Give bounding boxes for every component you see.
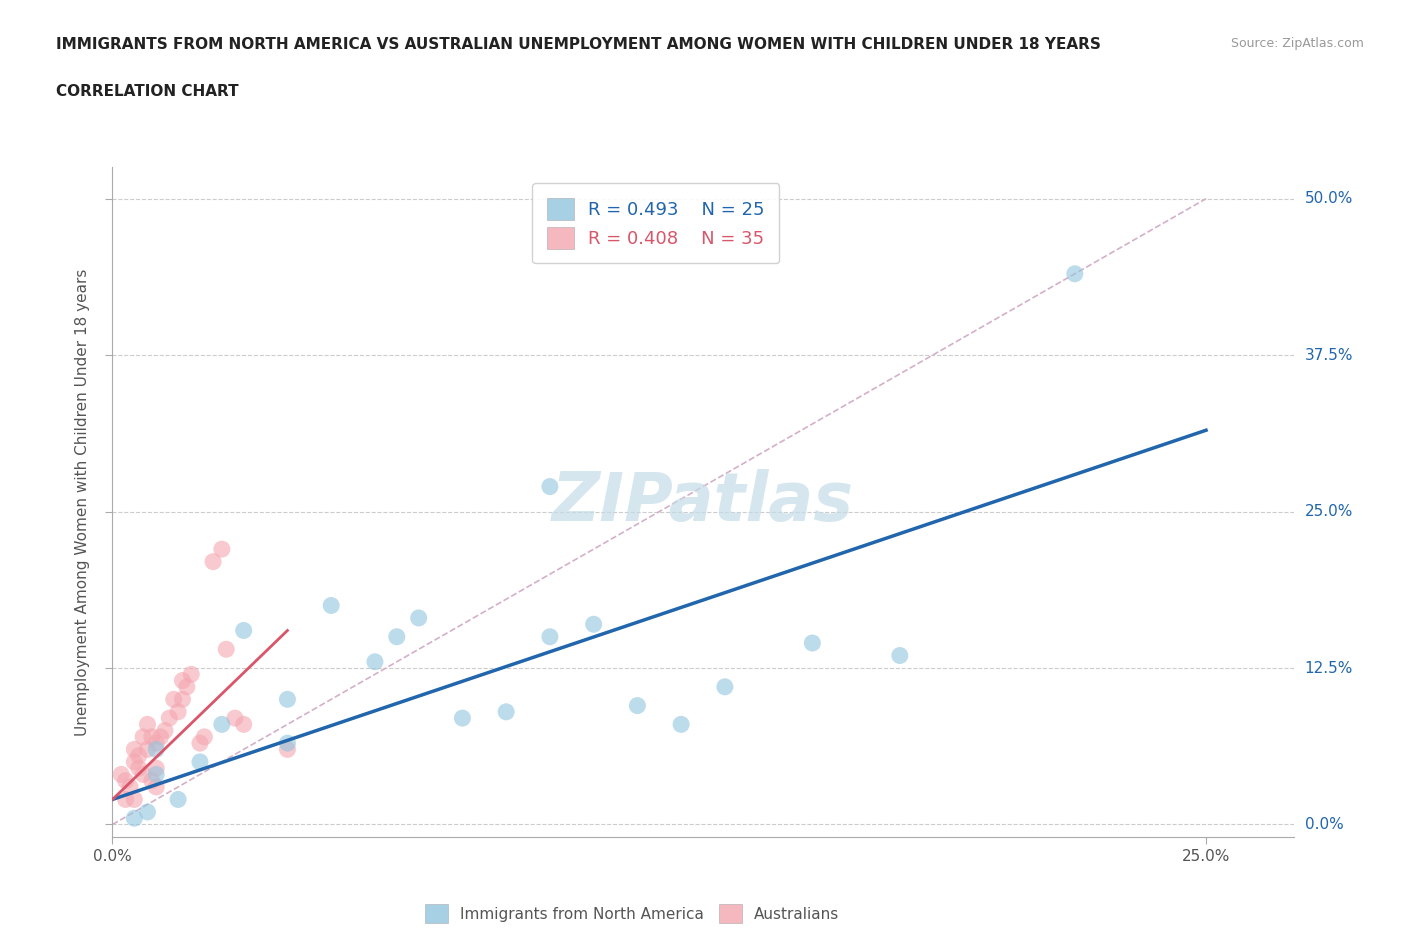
Point: [202, 554, 225, 569]
Point: [124, 742, 146, 757]
Point: [211, 717, 233, 732]
Point: [124, 792, 146, 807]
Point: [669, 717, 692, 732]
Point: [132, 767, 155, 782]
Point: [136, 804, 159, 819]
Point: [451, 711, 474, 725]
Point: [132, 729, 155, 744]
Point: [153, 724, 176, 738]
Point: [114, 773, 136, 788]
Point: [215, 642, 238, 657]
Point: [163, 692, 186, 707]
Text: 50.0%: 50.0%: [1305, 192, 1353, 206]
Point: [141, 729, 163, 744]
Point: [145, 779, 167, 794]
Point: [582, 617, 605, 631]
Point: [364, 655, 387, 670]
Point: [172, 692, 194, 707]
Text: 25.0%: 25.0%: [1305, 504, 1353, 519]
Point: [167, 704, 190, 719]
Point: [128, 761, 150, 776]
Point: [136, 717, 159, 732]
Text: IMMIGRANTS FROM NORTH AMERICA VS AUSTRALIAN UNEMPLOYMENT AMONG WOMEN WITH CHILDR: IMMIGRANTS FROM NORTH AMERICA VS AUSTRAL…: [56, 37, 1101, 52]
Point: [193, 729, 215, 744]
Point: [114, 792, 136, 807]
Point: [124, 754, 146, 769]
Point: [145, 767, 167, 782]
Text: 0.0%: 0.0%: [1305, 817, 1343, 832]
Text: Source: ZipAtlas.com: Source: ZipAtlas.com: [1230, 37, 1364, 50]
Point: [118, 779, 141, 794]
Point: [176, 680, 198, 695]
Point: [276, 742, 298, 757]
Point: [141, 773, 163, 788]
Point: [538, 630, 561, 644]
Point: [889, 648, 911, 663]
Point: [276, 692, 298, 707]
Point: [136, 742, 159, 757]
Text: 37.5%: 37.5%: [1305, 348, 1353, 363]
Point: [167, 792, 190, 807]
Point: [801, 635, 824, 650]
Point: [180, 667, 202, 682]
Point: [145, 761, 167, 776]
Point: [224, 711, 246, 725]
Point: [128, 749, 150, 764]
Point: [172, 673, 194, 688]
Point: [110, 767, 132, 782]
Point: [232, 623, 254, 638]
Point: [538, 479, 561, 494]
Point: [1063, 266, 1085, 281]
Point: [124, 811, 146, 826]
Point: [714, 680, 737, 695]
Point: [188, 754, 211, 769]
Text: 12.5%: 12.5%: [1305, 660, 1353, 675]
Text: ZIPatlas: ZIPatlas: [553, 470, 853, 535]
Legend: Immigrants from North America, Australians: Immigrants from North America, Australia…: [419, 898, 845, 929]
Point: [232, 717, 254, 732]
Text: CORRELATION CHART: CORRELATION CHART: [56, 84, 239, 99]
Point: [385, 630, 408, 644]
Point: [321, 598, 343, 613]
Point: [211, 541, 233, 556]
Point: [495, 704, 517, 719]
Point: [145, 742, 167, 757]
Point: [157, 711, 180, 725]
Y-axis label: Unemployment Among Women with Children Under 18 years: Unemployment Among Women with Children U…: [75, 269, 90, 736]
Point: [626, 698, 648, 713]
Point: [149, 729, 172, 744]
Point: [276, 736, 298, 751]
Point: [145, 736, 167, 751]
Point: [408, 610, 430, 625]
Point: [188, 736, 211, 751]
